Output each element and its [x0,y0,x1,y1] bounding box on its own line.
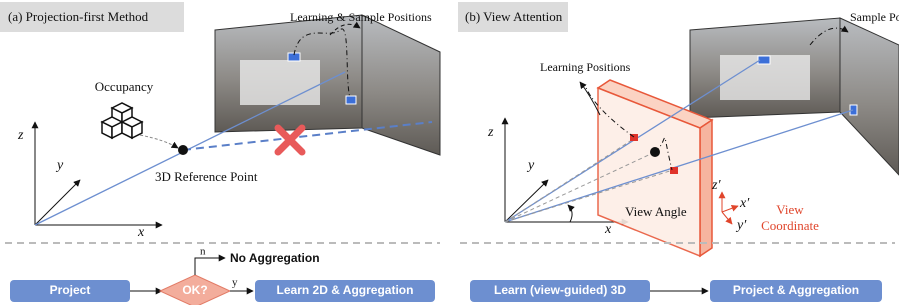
flow-label: OK? [182,283,207,297]
flow-label: y [232,277,238,289]
image-label: Learning & Sample Positions [290,10,432,24]
arrow [580,82,600,115]
flow-label: Project [50,283,91,297]
view-coord-label: View [776,202,804,217]
view-coord-label: Coordinate [761,218,819,233]
axis [722,212,732,224]
camera-image [840,18,899,175]
axis-label: x [137,225,145,240]
panel-title: (a) Projection-first Method [8,9,149,24]
arrow [195,258,225,275]
panel-title: (b) View Attention [465,9,563,24]
fail-mark [278,128,302,152]
flow-label: Project & Aggregation [733,283,859,297]
axis-label: y [526,158,535,173]
axis-label: z′ [711,178,721,193]
flow-label: Learn (view-guided) 3D [494,283,626,297]
sample-point [346,96,356,104]
view-angle-label: View Angle [625,204,687,219]
axis [722,206,738,212]
flow-label: Learn 2D & Aggregation [277,283,414,297]
axis-label: z [487,125,494,140]
axis [35,180,80,225]
reference-point [178,145,188,155]
figure: (a) Projection-first Method Learning & S… [0,0,899,305]
axis-label: y′ [735,218,747,233]
image-label: Sample Positions [850,10,899,24]
occupancy-label: Occupancy [95,79,154,94]
flow-label: n [200,246,206,258]
axis-label: x [604,222,612,237]
axis-label: x′ [739,196,750,211]
occupancy-icon [102,103,142,138]
reference-label: 3D Reference Point [155,169,258,184]
flow-label: No Aggregation [230,251,320,265]
truck [240,60,320,105]
camera-image [362,15,440,155]
axis-label: z [17,128,24,143]
axis-label: y [55,158,64,173]
board-side [700,120,712,256]
angle-arc [568,205,572,222]
arrow [140,135,178,148]
learning-label: Learning Positions [540,60,631,74]
